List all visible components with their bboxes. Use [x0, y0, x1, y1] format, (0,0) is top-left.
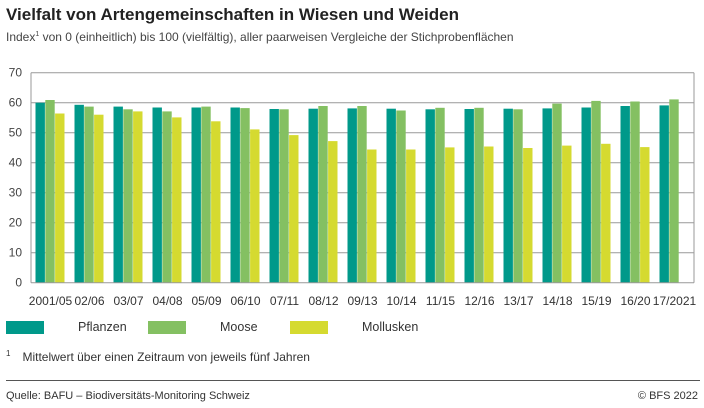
footnote: 1 Mittelwert über einen Zeitraum von jewe… [6, 349, 310, 364]
x-tick-label: 09/13 [347, 294, 377, 308]
y-tick-label: 0 [15, 276, 22, 290]
bar-pflanzen [230, 107, 240, 283]
bar-mollusken [640, 147, 650, 283]
footnote-ref: 1 [35, 31, 40, 38]
x-tick-label: 14/18 [542, 294, 572, 308]
bar-mollusken [562, 145, 572, 283]
copyright: © BFS 2022 [637, 390, 698, 402]
bar-mollusken [250, 129, 260, 283]
bar-pflanzen [620, 106, 630, 283]
x-tick-label: 07/11 [270, 294, 299, 308]
bar-moose [396, 110, 406, 283]
x-tick-label: 10/14 [386, 294, 416, 308]
bar-pflanzen [113, 106, 123, 283]
bar-moose [435, 107, 445, 283]
bar-moose [630, 101, 640, 283]
y-tick-label: 50 [9, 126, 23, 140]
bar-chart: 0 10 20 30 40 50 60 70 2001/05 02/06 03/07 04/08 05/… [9, 66, 697, 308]
x-tick-label: 02/06 [74, 294, 104, 308]
bar-mollusken [172, 117, 182, 283]
bar-moose [357, 106, 367, 283]
x-tick-label: 05/09 [191, 294, 221, 308]
legend-swatch [290, 320, 328, 334]
x-tick-label: 04/08 [152, 294, 182, 308]
bar-moose [669, 99, 679, 283]
bar-mollusken [211, 121, 221, 283]
bar-moose [591, 100, 601, 283]
bar-mollusken [94, 114, 104, 283]
bar-mollusken [55, 113, 65, 283]
subtitle-prefix: Index [6, 30, 36, 44]
bar-pflanzen [35, 102, 45, 283]
source: Quelle: BAFU – Biodiversitäts-Monitoring… [6, 390, 250, 402]
bar-pflanzen [74, 104, 84, 283]
bar-mollusken [133, 111, 143, 283]
bar-pflanzen [542, 108, 552, 283]
bar-pflanzen [503, 108, 513, 283]
bar-mollusken [601, 143, 611, 283]
bar-pflanzen [425, 109, 435, 283]
chart-subtitle: Index1 von 0 (einheitlich) bis 100 (viel… [6, 30, 514, 44]
y-tick-label: 10 [9, 246, 23, 260]
chart-title: Vielfalt von Artengemeinschaften in Wies… [6, 5, 459, 24]
x-tick-label: 11/15 [426, 294, 455, 308]
divider [6, 380, 700, 381]
bar-mollusken [484, 146, 494, 283]
bar-mollusken [445, 147, 455, 283]
bar-pflanzen [581, 107, 591, 283]
y-tick-label: 60 [9, 96, 23, 110]
legend-label: Moose [220, 320, 258, 334]
y-tick-label: 40 [9, 156, 23, 170]
bar-mollusken [289, 135, 299, 283]
y-tick-label: 70 [9, 66, 23, 80]
bar-pflanzen [152, 107, 162, 283]
y-tick-label: 20 [9, 216, 23, 230]
legend-item-mollusken: Mollusken [290, 320, 432, 334]
x-tick-label: 13/17 [503, 294, 533, 308]
legend-label: Pflanzen [78, 320, 127, 334]
legend-swatch [6, 320, 44, 334]
bar-moose [45, 100, 55, 283]
bar-mollusken [328, 141, 338, 283]
x-tick-label: 16/20 [620, 294, 650, 308]
bar-pflanzen [386, 108, 396, 283]
bar-mollusken [367, 149, 377, 283]
legend: Pflanzen Moose Mollusken [6, 320, 432, 334]
legend-swatch [148, 320, 186, 334]
bar-mollusken [406, 149, 416, 283]
x-tick-label: 17/2021 [653, 294, 697, 308]
bar-pflanzen [308, 108, 318, 283]
x-tick-label: 06/10 [230, 294, 260, 308]
bar-moose [513, 109, 523, 283]
bar-mollusken [523, 148, 533, 283]
footnote-text: Mittelwert über einen Zeitraum von jewei… [22, 350, 310, 364]
x-tick-label: 08/12 [308, 294, 338, 308]
footnote-mark: 1 [6, 349, 11, 358]
bar-pflanzen [269, 109, 279, 283]
bar-moose [318, 106, 328, 283]
legend-item-moose: Moose [148, 320, 290, 334]
bar-moose [279, 109, 289, 283]
bar-moose [123, 109, 133, 283]
bar-moose [201, 106, 211, 283]
legend-item-pflanzen: Pflanzen [6, 320, 148, 334]
x-tick-label: 03/07 [113, 294, 143, 308]
bar-moose [552, 103, 562, 283]
bar-pflanzen [191, 107, 201, 283]
bar-pflanzen [659, 105, 669, 283]
x-tick-label: 12/16 [464, 294, 494, 308]
bar-moose [474, 107, 484, 283]
bar-pflanzen [464, 109, 474, 283]
bar-moose [84, 106, 94, 283]
bar-moose [240, 108, 250, 283]
x-tick-label: 2001/05 [29, 294, 73, 308]
y-tick-label: 30 [9, 186, 23, 200]
legend-label: Mollusken [362, 320, 419, 334]
bar-moose [162, 111, 172, 283]
bar-pflanzen [347, 108, 357, 283]
subtitle-text: von 0 (einheitlich) bis 100 (vielfältig)… [39, 30, 514, 44]
x-tick-label: 15/19 [581, 294, 611, 308]
